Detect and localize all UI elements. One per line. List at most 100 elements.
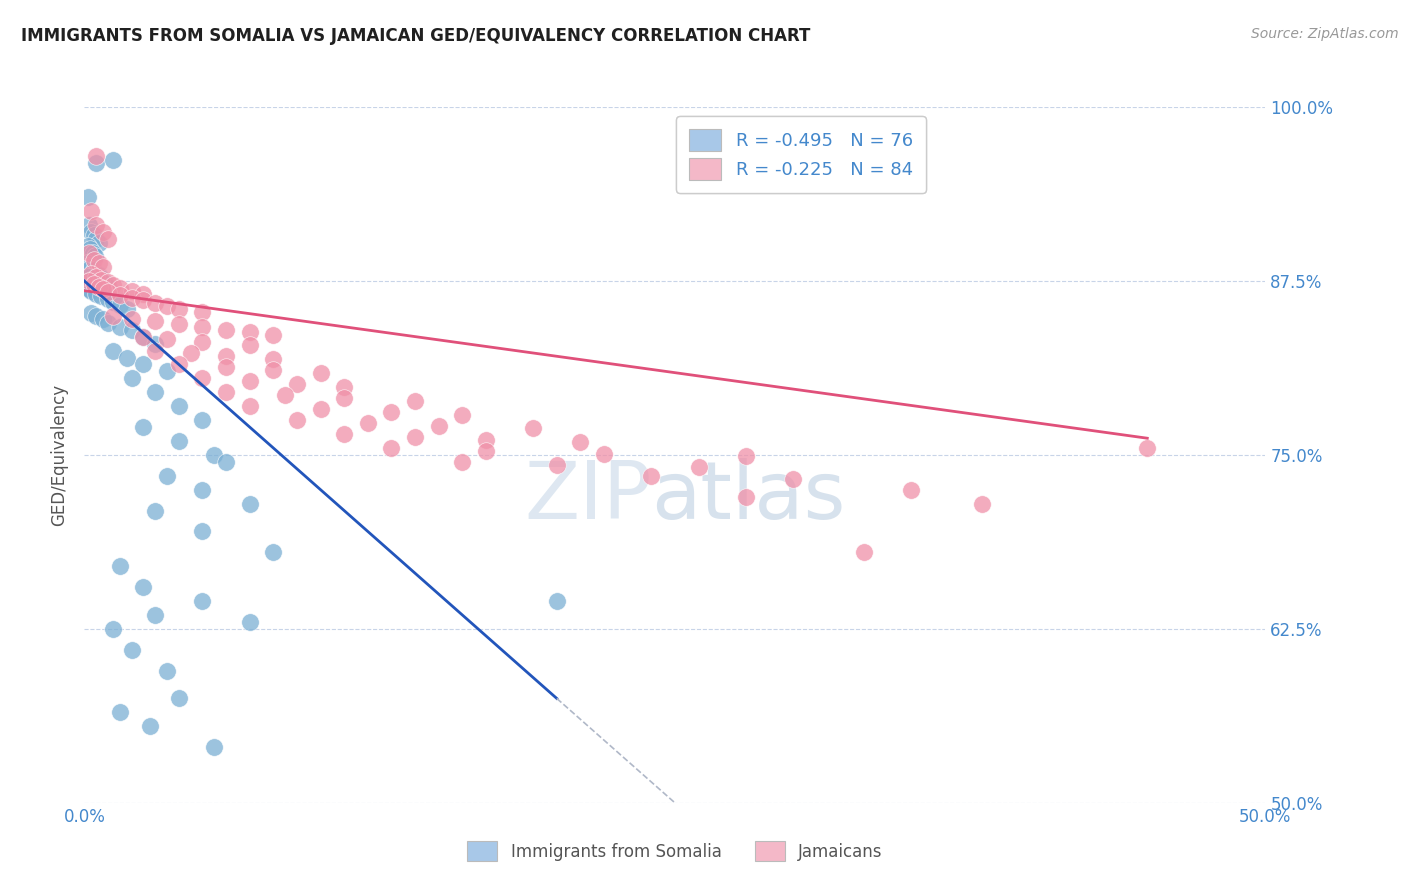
Point (87, 236, 110, 251)
Point (101, 153, 124, 167)
Point (80, 306, 103, 320)
Point (84, 266, 107, 280)
Point (132, 420, 155, 434)
Point (191, 335, 214, 350)
Point (143, 314, 166, 328)
Point (108, 706, 131, 720)
Text: atlas: atlas (651, 458, 845, 536)
Point (546, 594, 568, 608)
Point (640, 468, 662, 483)
Point (108, 298, 131, 312)
Point (97, 279, 120, 293)
Point (734, 490, 756, 504)
Point (180, 346, 202, 360)
Point (333, 427, 356, 442)
Point (202, 740, 225, 755)
Point (156, 333, 179, 347)
Point (782, 472, 804, 486)
Point (191, 483, 214, 497)
Point (546, 458, 568, 472)
Point (94, 277, 117, 291)
Point (83, 228, 105, 243)
Point (101, 294, 124, 309)
Point (86, 279, 108, 293)
Point (262, 363, 284, 377)
Point (191, 524, 214, 539)
Point (108, 319, 131, 334)
Point (167, 301, 190, 316)
Point (239, 615, 262, 629)
Point (90, 272, 112, 286)
Point (239, 326, 262, 340)
Point (970, 497, 993, 511)
Point (91, 282, 114, 296)
Point (76, 281, 98, 295)
Point (132, 580, 155, 594)
Point (132, 329, 155, 343)
Point (84, 155, 107, 169)
Point (77, 259, 100, 273)
Point (97, 292, 120, 306)
Point (121, 284, 143, 298)
Point (167, 691, 190, 706)
Point (143, 503, 166, 517)
Point (1136, 441, 1159, 455)
Point (80, 204, 103, 219)
Legend: R = -0.495   N = 76, R = -0.225   N = 84: R = -0.495 N = 76, R = -0.225 N = 84 (676, 116, 925, 193)
Point (451, 455, 474, 469)
Point (121, 291, 143, 305)
Point (87, 279, 110, 293)
Point (262, 545, 284, 559)
Point (451, 408, 474, 422)
Point (239, 374, 262, 388)
Point (80, 267, 103, 281)
Point (156, 299, 179, 313)
Point (97, 285, 120, 299)
Point (132, 358, 155, 372)
Point (80, 225, 103, 239)
Point (475, 433, 498, 447)
Point (380, 441, 402, 455)
Point (132, 293, 155, 308)
Point (262, 328, 284, 343)
Point (84, 232, 107, 246)
Point (139, 719, 162, 733)
Point (215, 360, 238, 375)
Point (380, 405, 402, 419)
Point (239, 338, 262, 352)
Point (191, 594, 214, 608)
Point (215, 385, 238, 400)
Point (77, 219, 100, 233)
Point (79, 272, 101, 286)
Point (167, 317, 190, 331)
Point (121, 371, 143, 385)
Point (309, 366, 332, 380)
Point (84, 269, 107, 284)
Point (108, 559, 131, 574)
Legend: Immigrants from Somalia, Jamaicans: Immigrants from Somalia, Jamaicans (454, 828, 896, 875)
Point (143, 296, 166, 310)
Point (593, 446, 616, 460)
Point (309, 402, 332, 417)
Point (84, 249, 107, 263)
Point (97, 232, 120, 246)
Point (143, 607, 166, 622)
Point (202, 448, 225, 462)
Point (569, 435, 592, 450)
Point (77, 246, 100, 260)
Point (167, 399, 190, 413)
Point (77, 282, 100, 296)
Point (83, 253, 105, 268)
Point (84, 149, 107, 163)
Point (239, 399, 262, 413)
Text: IMMIGRANTS FROM SOMALIA VS JAMAICAN GED/EQUIVALENCY CORRELATION CHART: IMMIGRANTS FROM SOMALIA VS JAMAICAN GED/… (21, 27, 810, 45)
Point (688, 460, 710, 475)
Point (101, 278, 124, 293)
Point (191, 304, 214, 318)
Point (215, 323, 238, 337)
Point (115, 301, 138, 316)
Point (852, 545, 875, 559)
Point (101, 309, 124, 323)
Point (115, 351, 138, 365)
Point (101, 343, 124, 358)
